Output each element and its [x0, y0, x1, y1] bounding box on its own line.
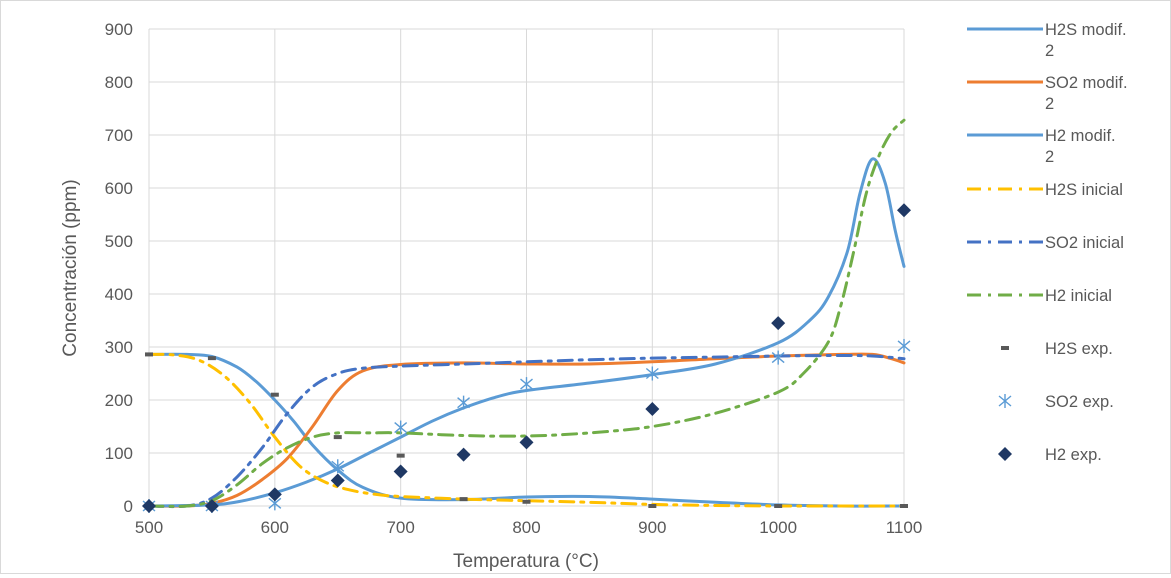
x-axis-ticks: 500 600 700 800 900 1000 1100 — [135, 518, 922, 537]
legend-label: H2 exp. — [1045, 446, 1102, 464]
data-point — [456, 447, 471, 462]
series-line-h2-modif-2 — [147, 157, 906, 508]
data-point — [270, 392, 279, 397]
legend-item-h2s-modif-2: H2S modif. 2 — [967, 21, 1127, 60]
data-point — [519, 435, 534, 450]
legend-swatch — [1001, 346, 1009, 350]
data-point — [645, 402, 660, 417]
legend-swatch — [998, 394, 1012, 408]
legend-item-so2-exp: SO2 exp. — [998, 393, 1114, 411]
data-point — [145, 352, 153, 357]
legend-label: 2 — [1045, 42, 1054, 60]
data-point — [520, 377, 533, 392]
y-axis-title: Concentración (ppm) — [60, 179, 81, 356]
x-tick-label: 600 — [261, 518, 289, 537]
legend-label: SO2 inicial — [1045, 234, 1124, 252]
legend-label: H2 inicial — [1045, 287, 1112, 305]
legend-label: 2 — [1045, 95, 1054, 113]
data-point — [393, 464, 408, 479]
y-tick-label: 0 — [124, 497, 133, 516]
series-group — [142, 118, 911, 513]
y-tick-label: 300 — [105, 338, 133, 357]
data-point — [333, 435, 342, 440]
x-tick-label: 1000 — [759, 518, 797, 537]
y-tick-label: 100 — [105, 444, 133, 463]
gridlines — [148, 28, 905, 507]
legend-label: H2S modif. — [1045, 21, 1127, 39]
legend-swatch — [998, 447, 1012, 461]
y-tick-label: 900 — [105, 20, 133, 39]
data-point — [774, 504, 783, 508]
data-point — [645, 366, 659, 381]
legend-item-h2s-inicial: H2S inicial — [967, 181, 1123, 199]
y-tick-label: 700 — [105, 126, 133, 145]
series-points-h2s-exp — [145, 352, 908, 508]
legend-label: H2 modif. — [1045, 127, 1116, 145]
legend-label: H2S inicial — [1045, 181, 1123, 199]
data-point — [771, 350, 785, 365]
legend-item-so2-modif-2: SO2 modif. 2 — [967, 74, 1128, 113]
x-tick-label: 1100 — [886, 518, 923, 537]
x-tick-label: 800 — [512, 518, 540, 537]
legend: H2S modif. 2 SO2 modif. 2 H2 modif. 2 H2S inic… — [967, 21, 1128, 464]
data-point — [457, 395, 471, 410]
y-axis-ticks: 0 100 200 300 400 500 600 700 800 900 — [105, 20, 133, 516]
legend-label: SO2 exp. — [1045, 393, 1114, 411]
data-point — [331, 459, 345, 474]
y-tick-label: 800 — [105, 73, 133, 92]
y-tick-label: 500 — [105, 232, 133, 251]
series-line-h2-inicial — [147, 118, 906, 508]
legend-item-h2-modif-2: H2 modif. 2 — [967, 127, 1116, 166]
legend-item-h2-exp: H2 exp. — [998, 446, 1102, 464]
data-point — [459, 497, 468, 502]
legend-label: H2S exp. — [1045, 340, 1113, 358]
data-point — [522, 499, 531, 504]
y-tick-label: 400 — [105, 285, 133, 304]
data-point — [330, 473, 345, 488]
series-line-h2s-modif-2 — [147, 352, 906, 508]
series-line-h2s-inicial — [147, 352, 906, 508]
data-point — [394, 420, 408, 435]
data-point — [771, 316, 786, 331]
x-tick-label: 700 — [386, 518, 414, 537]
data-point — [900, 504, 908, 508]
data-point — [204, 499, 219, 513]
x-axis-title: Temperatura (°C) — [453, 551, 599, 572]
legend-item-h2s-exp: H2S exp. — [1001, 340, 1113, 358]
data-point — [897, 338, 911, 353]
data-point — [648, 504, 657, 508]
data-point — [267, 487, 282, 502]
legend-item-so2-inicial: SO2 inicial — [967, 234, 1124, 252]
data-point — [207, 356, 216, 361]
series-points-h2-exp — [142, 203, 911, 513]
y-tick-label: 200 — [105, 391, 133, 410]
legend-label: 2 — [1045, 148, 1054, 166]
x-tick-label: 900 — [638, 518, 666, 537]
data-point — [396, 453, 405, 458]
legend-item-h2-inicial: H2 inicial — [967, 287, 1112, 305]
data-point — [142, 499, 156, 513]
data-point — [897, 203, 911, 218]
y-tick-label: 600 — [105, 179, 133, 198]
x-tick-label: 500 — [135, 518, 163, 537]
legend-label: SO2 modif. — [1045, 74, 1128, 92]
